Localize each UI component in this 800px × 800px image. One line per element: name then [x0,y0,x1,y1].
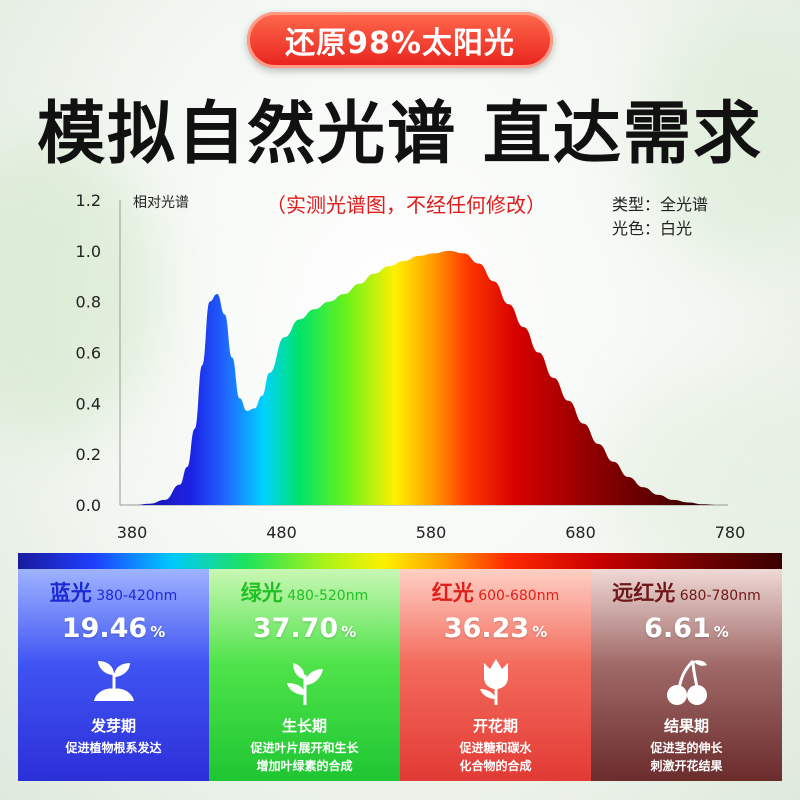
panel-green-light: 绿光 480-520nm 37.70% 生长期 促进叶片展开和生长 增加叶绿素的合… [209,569,400,781]
panel-far-red-light: 远红光 680-780nm 6.61% 结果期 促进茎的伸长 刺激开花结果 [591,569,782,781]
flower-icon [479,659,508,705]
band-name: 蓝光 [49,581,92,605]
band-range: 680-780nm [679,588,761,604]
band-percent: 37.70% [252,613,357,644]
x-tick-label: 680 [565,523,596,540]
panel-header: 红光 600-680nm [400,577,591,607]
y-tick-label: 0.2 [76,445,101,464]
growth-stage: 生长期 [281,717,327,735]
band-range: 380-420nm [96,588,178,604]
chart-title: （实测光谱图，不经任何修改） [266,193,546,217]
x-tick-label: 580 [416,523,447,540]
band-range: 600-680nm [478,588,560,604]
y-tick-label: 0.8 [76,293,101,312]
y-tick-label: 0.0 [76,496,101,515]
band-name: 远红光 [612,581,676,605]
x-tick-label: 480 [266,523,297,540]
sprout-icon [93,661,134,701]
badge-text: 还原98%太阳光 [285,26,515,61]
y-tick-label: 0.6 [76,344,101,363]
panel-blue-light: 蓝光 380-420nm 19.46% 发芽期 促进植物根系发达 [18,569,209,781]
panel-header: 绿光 480-520nm [209,577,400,607]
growth-stage: 开花期 [472,717,518,735]
band-percent: 19.46% [61,613,166,644]
stage-description: 促进叶片展开和生长 增加叶绿素的合成 [250,741,359,773]
spectrum-strip [18,553,782,569]
annotation-color: 光色：白光 [612,219,692,238]
seedling-icon [286,663,323,705]
spectrum-chart: 0.0 0.2 0.4 0.6 0.8 1.0 1.2 380 480 580 680 780 相对… [76,191,746,540]
band-percent: 36.23% [443,613,548,644]
spectrum-area [120,250,718,505]
stage-description: 促进糖和碳水 化合物的合成 [459,741,532,773]
panel-header: 蓝光 380-420nm [18,577,209,607]
band-percent: 6.61% [644,613,729,644]
band-panels: 蓝光 380-420nm 19.46% 发芽期 促进植物根系发达 绿光 480-… [18,569,782,781]
band-name: 红光 [431,581,474,605]
annotation-type: 类型：全光谱 [612,195,708,214]
headline: 模拟自然光谱 直达需求 [37,95,763,174]
x-tick-label: 380 [117,523,148,540]
growth-stage: 发芽期 [90,717,136,735]
y-tick-label: 1.2 [76,191,101,210]
panel-header: 远红光 680-780nm [591,577,782,607]
band-name: 绿光 [240,581,283,605]
y-tick-label: 0.4 [76,394,101,413]
x-tick-label: 780 [715,523,746,540]
y-tick-label: 1.0 [76,242,101,261]
growth-stage: 结果期 [663,717,709,735]
promo-badge: 还原98%太阳光 [247,12,553,68]
band-range: 480-520nm [287,588,369,604]
cherry-icon [666,659,707,705]
stage-description: 促进茎的伸长 刺激开花结果 [650,741,723,773]
panel-red-light: 红光 600-680nm 36.23% 开花期 促进糖和碳水 化合物的合成 [400,569,591,781]
stage-description: 促进植物根系发达 [65,741,162,755]
y-axis-label: 相对光谱 [133,195,189,211]
